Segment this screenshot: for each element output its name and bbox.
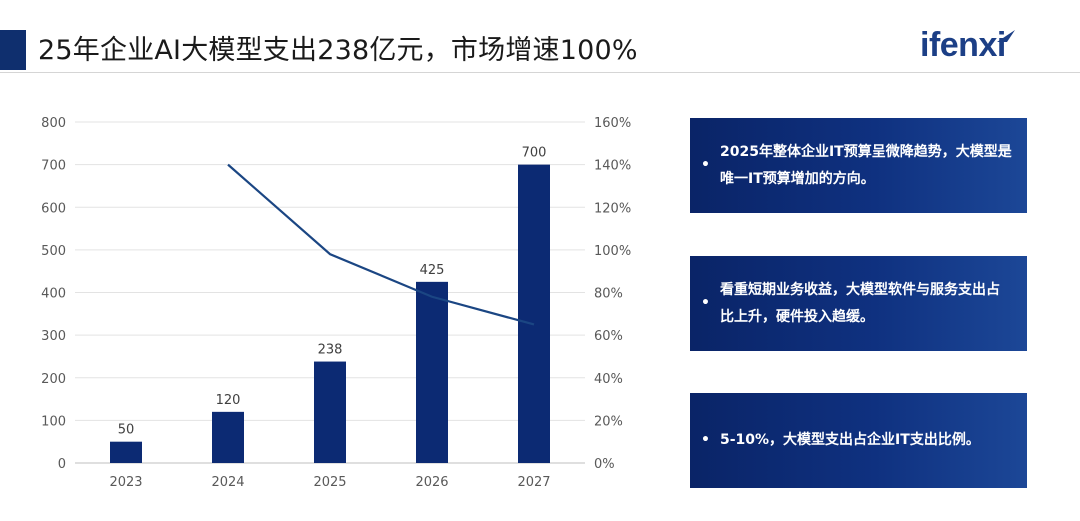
insight-panel-3: • 5-10%，大模型支出占企业IT支出比例。 (690, 393, 1027, 488)
left-tick-label: 500 (41, 244, 66, 259)
left-tick-label: 400 (41, 287, 66, 302)
chart-left-axis: 0 100 200 300 400 500 600 700 800 (41, 116, 66, 472)
bar (416, 281, 448, 463)
right-tick-label: 80% (594, 287, 623, 302)
title-divider (0, 72, 1080, 73)
bar (314, 361, 346, 463)
brand-logo: ifenxi (920, 26, 1006, 64)
growth-line (227, 163, 535, 326)
insight-panel-1: • 2025年整体企业IT预算呈微降趋势，大模型是唯一IT预算增加的方向。 (690, 118, 1027, 213)
bar (518, 164, 550, 463)
chart-bars (110, 164, 550, 463)
chart-data-labels: 50 120 238 425 700 (118, 146, 547, 438)
chart-grid (75, 121, 585, 464)
x-tick-label: 2026 (415, 475, 448, 490)
bar (212, 411, 244, 463)
panel-bullet: • (701, 157, 710, 173)
right-tick-label: 60% (594, 329, 623, 344)
chart-right-axis: 0% 20% 40% 60% 80% 100% 120% 140% 160% (594, 116, 631, 472)
x-tick-label: 2027 (517, 475, 550, 490)
panel-text: 看重短期业务收益，大模型软件与服务支出占比上升，硬件投入趋缓。 (720, 281, 1000, 325)
x-tick-label: 2023 (109, 475, 142, 490)
logo-mark-icon (997, 30, 1015, 42)
x-tick-label: 2025 (313, 475, 346, 490)
insight-panel-2: • 看重短期业务收益，大模型软件与服务支出占比上升，硬件投入趋缓。 (690, 256, 1027, 351)
left-tick-label: 700 (41, 159, 66, 174)
bar-data-label: 120 (216, 393, 241, 408)
chart-growth-line (227, 163, 535, 326)
chart-x-axis: 2023 2024 2025 2026 2027 (109, 475, 550, 490)
title-accent-bar (0, 30, 26, 70)
panel-bullet: • (701, 432, 710, 448)
panel-text: 2025年整体企业IT预算呈微降趋势，大模型是唯一IT预算增加的方向。 (720, 143, 1012, 187)
left-tick-label: 100 (41, 414, 66, 429)
bar-data-label: 425 (420, 263, 445, 278)
left-tick-label: 600 (41, 201, 66, 216)
right-tick-label: 0% (594, 457, 615, 472)
right-tick-label: 160% (594, 116, 631, 131)
left-tick-label: 800 (41, 116, 66, 131)
panel-bullet: • (701, 295, 710, 311)
right-tick-label: 100% (594, 244, 631, 259)
left-tick-label: 0 (58, 457, 66, 472)
bar (110, 441, 142, 463)
bar-data-label: 238 (318, 343, 343, 358)
bar-data-label: 700 (522, 146, 547, 161)
right-tick-label: 140% (594, 159, 631, 174)
left-tick-label: 300 (41, 329, 66, 344)
bar-data-label: 50 (118, 423, 135, 438)
right-tick-label: 40% (594, 372, 623, 387)
right-tick-label: 20% (594, 414, 623, 429)
right-tick-label: 120% (594, 201, 631, 216)
x-tick-label: 2024 (211, 475, 244, 490)
page-title: 25年企业AI大模型支出238亿元，市场增速100% (38, 35, 638, 66)
left-tick-label: 200 (41, 372, 66, 387)
panel-text: 5-10%，大模型支出占企业IT支出比例。 (720, 432, 980, 448)
bar-line-chart: 50 120 238 425 700 0 100 200 300 400 500 600 700 800… (41, 116, 631, 490)
